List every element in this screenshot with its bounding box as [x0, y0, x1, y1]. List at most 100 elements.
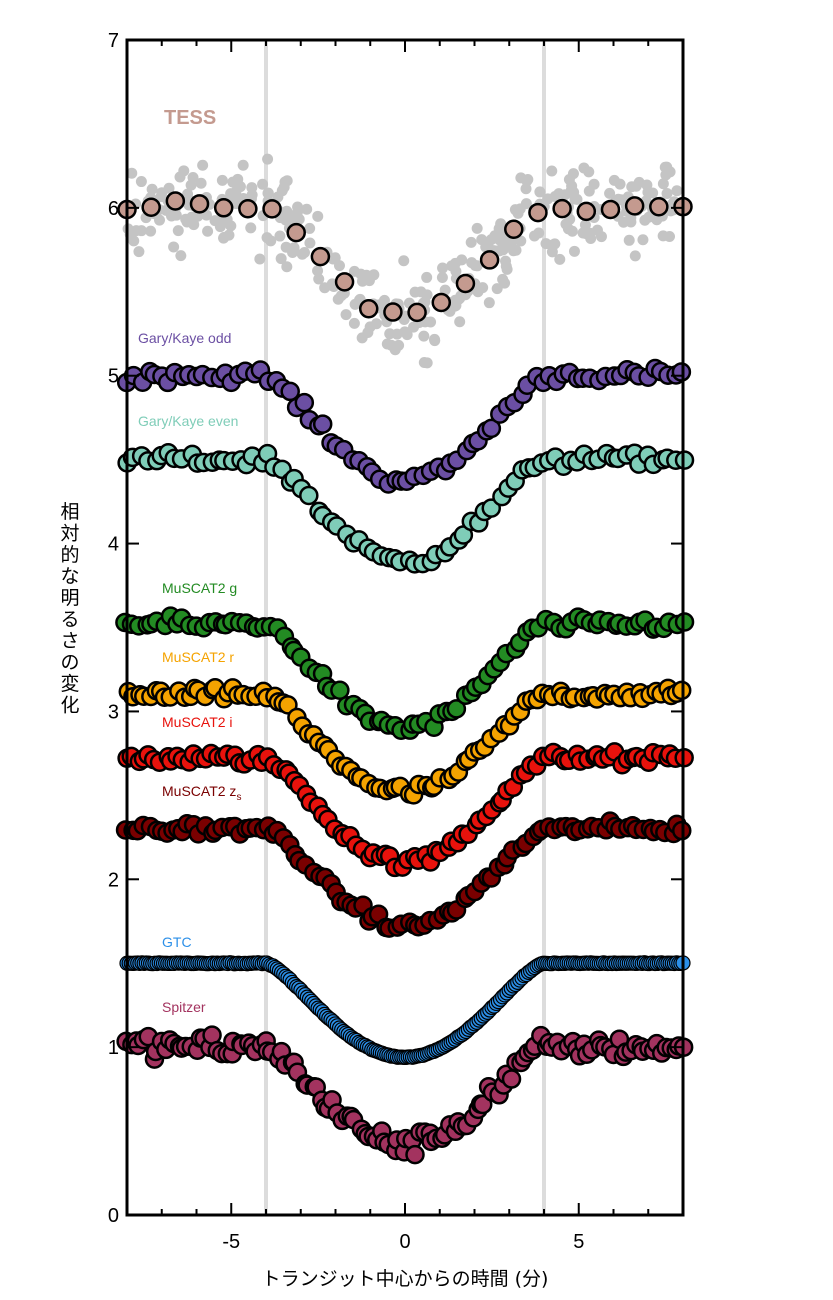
- tess-raw-point: [389, 344, 401, 356]
- tess-raw-point: [506, 236, 518, 248]
- tess-raw-point: [553, 188, 565, 200]
- tess-raw-point: [418, 330, 430, 342]
- series-label: Gary/Kaye odd: [138, 330, 231, 346]
- tess-raw-point: [520, 198, 532, 210]
- series-point: [501, 1069, 522, 1089]
- tess-raw-point: [637, 234, 649, 246]
- tess-raw-point: [178, 165, 190, 177]
- tess-raw-point: [408, 321, 420, 333]
- y-tick-label: 3: [108, 701, 119, 723]
- series-point: [330, 680, 350, 700]
- tess-raw-point: [185, 179, 197, 191]
- tess-raw-point: [501, 263, 513, 275]
- y-tick-label: 1: [108, 1037, 119, 1059]
- tess-raw-point: [265, 235, 277, 247]
- tess-raw-point: [497, 273, 509, 285]
- series-point: [165, 191, 186, 211]
- tess-raw-point: [436, 272, 448, 284]
- tess-raw-point: [580, 227, 592, 239]
- y-tick-label: 4: [108, 534, 119, 556]
- y-tick-label: 0: [108, 1205, 119, 1227]
- tess-raw-point: [135, 225, 147, 237]
- tess-raw-point: [641, 179, 653, 191]
- series-point: [446, 699, 467, 719]
- tess-raw-point: [657, 230, 669, 242]
- tess-raw-point: [225, 188, 237, 200]
- y-axis-title: 相対的な明るさの変化: [60, 501, 79, 717]
- tess-raw-point: [626, 181, 638, 193]
- tess-raw-point: [340, 309, 352, 321]
- tess-raw-point: [421, 271, 433, 283]
- tess-raw-point: [245, 222, 257, 234]
- tess-raw-point: [126, 167, 138, 179]
- tess-raw-point: [554, 253, 566, 265]
- tess-raw-point: [456, 254, 468, 266]
- tess-raw-point: [608, 174, 620, 186]
- tess-raw-point: [515, 235, 527, 247]
- tess-raw-point: [566, 225, 578, 237]
- tess-raw-point: [465, 236, 477, 248]
- series-point: [310, 246, 331, 267]
- tess-raw-point: [540, 238, 552, 250]
- series-label: GTC: [162, 934, 192, 950]
- tess-raw-point: [275, 253, 287, 265]
- tess-raw-point: [569, 193, 581, 205]
- x-axis-title: トランジット中心からの時間 (分): [262, 1268, 549, 1290]
- tess-raw-point: [349, 298, 361, 310]
- series-point: [405, 1144, 425, 1165]
- tess-raw-point: [262, 187, 274, 199]
- tess-raw-point: [661, 188, 673, 200]
- tess-raw-point: [568, 245, 580, 257]
- tess-raw-point: [172, 225, 184, 237]
- tess-raw-point: [335, 290, 347, 302]
- series-point: [600, 199, 621, 220]
- axis-ticks: 0 1 2 3 4 5 6 7 -5 0 5: [108, 30, 684, 1253]
- series-point: [358, 299, 379, 319]
- x-tick-label: -5: [222, 1231, 240, 1253]
- tess-raw-point: [534, 186, 546, 198]
- tess-raw-point: [497, 233, 509, 245]
- tess-raw-point: [145, 225, 157, 237]
- tess-raw-point: [165, 210, 177, 222]
- tess-raw-point: [362, 326, 374, 338]
- tess-raw-point: [398, 255, 410, 267]
- tess-raw-point: [560, 218, 572, 230]
- series-point: [431, 292, 452, 313]
- series-label: MuSCAT2 r: [162, 649, 234, 665]
- tess-raw-point: [391, 328, 403, 340]
- tess-raw-point: [401, 329, 413, 341]
- tess-raw-point: [421, 289, 433, 301]
- tess-raw-point: [528, 230, 540, 242]
- series-point: [286, 222, 306, 243]
- series-label: Spitzer: [162, 999, 206, 1015]
- series-point: [213, 198, 234, 218]
- tess-raw-point: [274, 230, 286, 242]
- tess-raw-point: [254, 253, 266, 265]
- tess-raw-point: [563, 173, 575, 185]
- tess-raw-point: [588, 178, 600, 190]
- tess-raw-point: [168, 241, 180, 253]
- tess-raw-point: [565, 184, 577, 196]
- series-label: Gary/Kaye even: [138, 413, 238, 429]
- tess-raw-point: [450, 265, 462, 277]
- tess-raw-point: [296, 248, 308, 260]
- tess-raw-point: [368, 269, 380, 281]
- tess-raw-point: [237, 159, 249, 171]
- series-label: MuSCAT2 zs: [162, 783, 241, 803]
- tess-raw-point: [246, 182, 258, 194]
- tess-raw-point: [623, 234, 635, 246]
- y-tick-label: 6: [108, 198, 119, 220]
- series-point: [238, 199, 258, 219]
- series-point: [312, 414, 333, 434]
- tess-raw-point: [182, 188, 194, 200]
- tess-raw-point: [313, 273, 325, 285]
- series-point: [504, 219, 524, 239]
- tess-raw-point: [284, 214, 296, 226]
- tess-raw-point: [657, 178, 669, 190]
- series-point: [383, 302, 403, 322]
- series-point: [294, 392, 315, 413]
- series-point: [576, 201, 597, 222]
- x-tick-label: 5: [573, 1231, 584, 1253]
- tess-raw-point: [437, 262, 449, 274]
